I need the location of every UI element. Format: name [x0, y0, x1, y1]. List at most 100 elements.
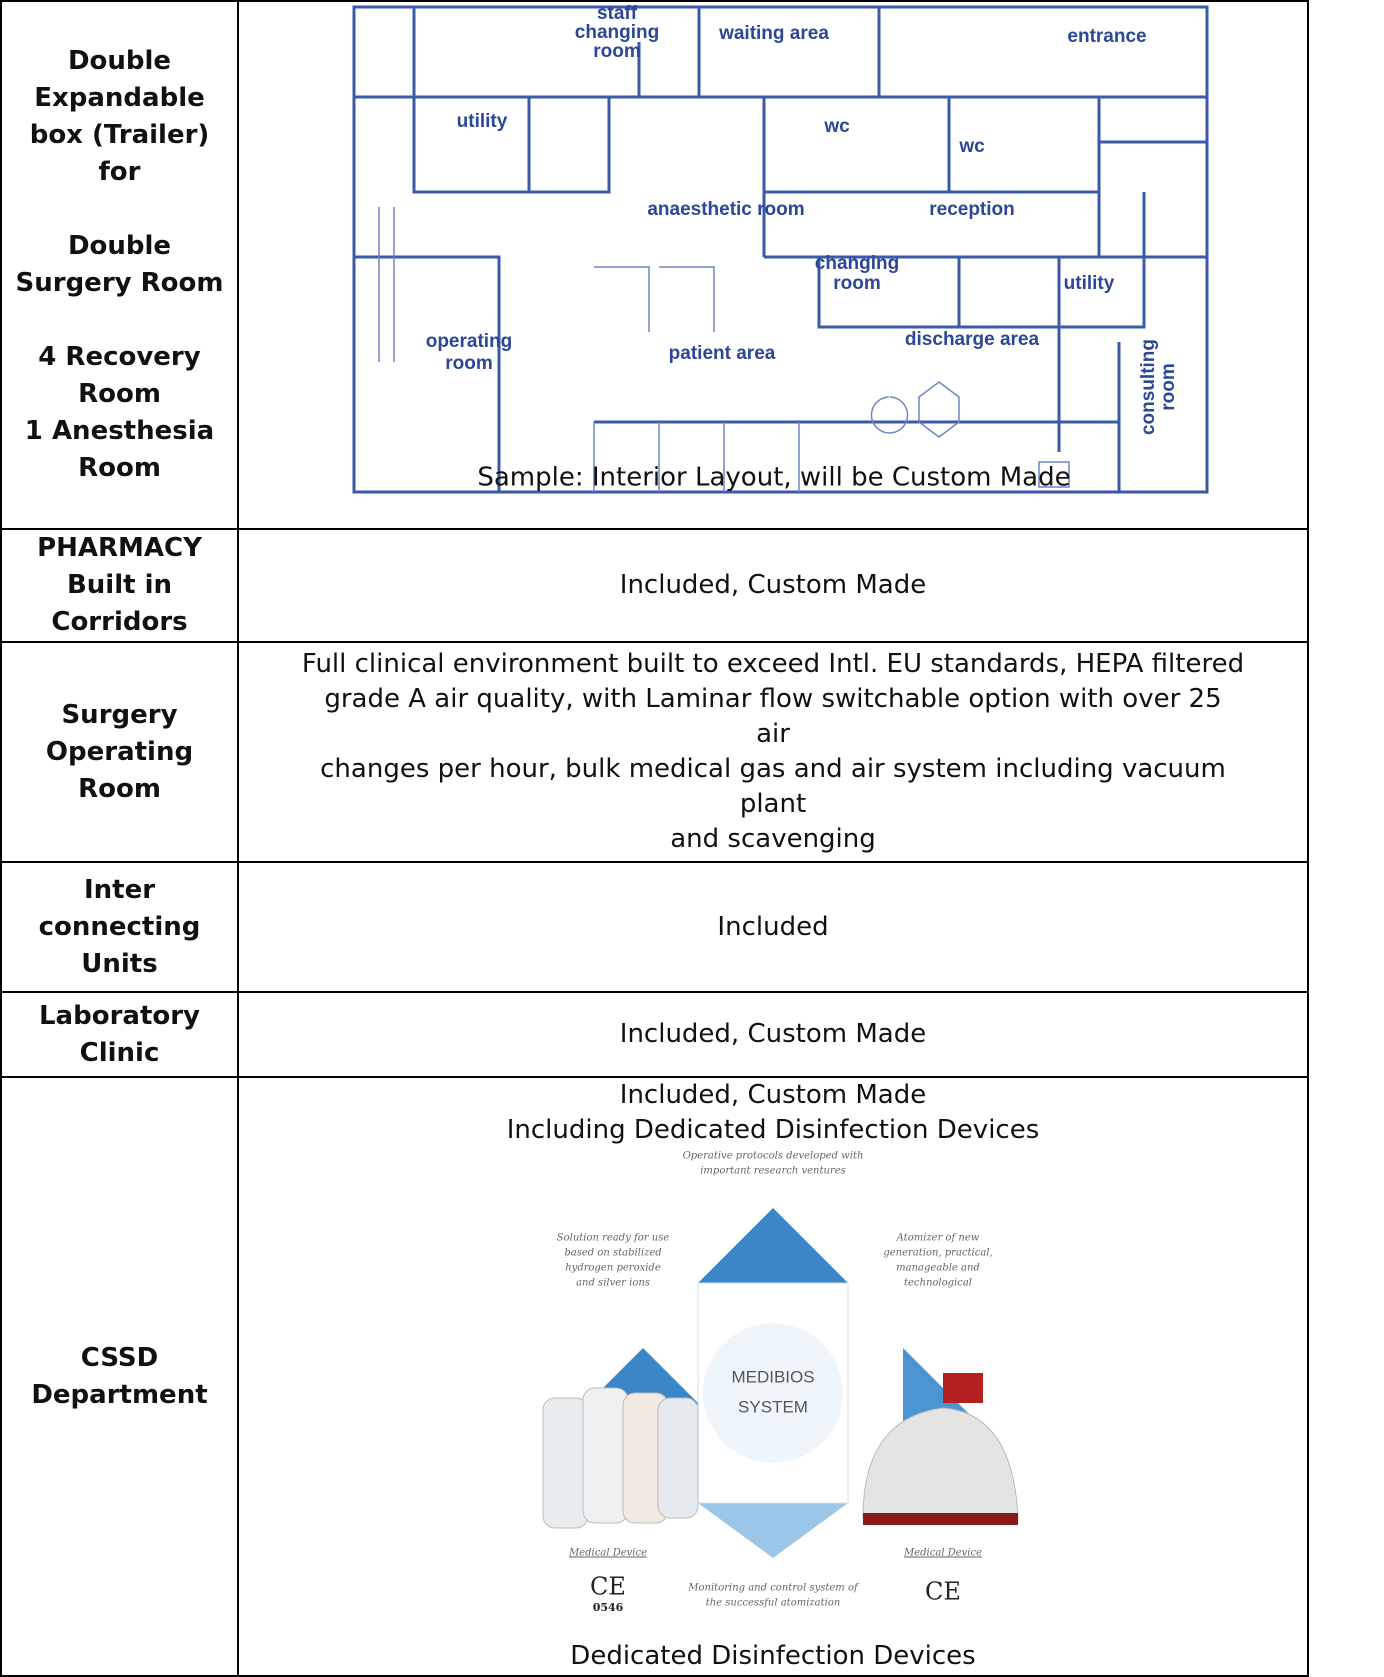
label-line: Double — [67, 231, 172, 261]
room-label: wc — [823, 116, 850, 137]
row-content: Included, Custom Made Including Dedicated… — [237, 1076, 1309, 1677]
diagram-text: technological — [904, 1278, 972, 1289]
room-label: reception — [929, 199, 1015, 220]
diagram-text: based on stabilized — [564, 1248, 661, 1259]
label-group: Surgery Operating Room — [2, 697, 237, 808]
label-group: Laboratory Clinic — [2, 998, 237, 1072]
content-line: plant — [739, 789, 807, 819]
fixtures — [378, 207, 1070, 492]
diagram-text: important research ventures — [700, 1166, 846, 1177]
row-label: Surgery Operating Room — [0, 641, 239, 863]
room-label: operating — [426, 331, 513, 352]
label-line: Built in — [66, 570, 173, 600]
diagram-text: Operative protocols developed with — [683, 1151, 864, 1162]
walls — [354, 7, 1207, 492]
label-group: 4 Recovery Room 1 Anesthesia Room — [2, 339, 237, 487]
room-label: staff — [597, 3, 638, 24]
diagram-text: MEDIBIOS — [731, 1367, 814, 1386]
content-line: and scavenging — [670, 824, 876, 854]
caption: Dedicated Disinfection Devices — [570, 1641, 976, 1671]
room-label: anaesthetic room — [647, 199, 804, 220]
label-line: Room — [78, 453, 161, 483]
label-group: CSSD Department — [2, 1340, 237, 1414]
content-line: Including Dedicated Disinfection Devices — [506, 1115, 1040, 1145]
content-line: air — [756, 719, 790, 749]
ce-number: 0546 — [593, 1601, 624, 1614]
diagram-text: Atomizer of new — [896, 1233, 980, 1244]
room-label: wc — [958, 136, 985, 157]
diagram-text: generation, practical, — [883, 1248, 992, 1259]
diagram-text: SYSTEM — [738, 1397, 808, 1416]
content-line: changes per hour, bulk medical gas and a… — [320, 754, 1226, 784]
room-label: room — [593, 41, 641, 62]
label-line: CSSD — [80, 1342, 159, 1373]
row-content: Included, Custom Made — [237, 528, 1309, 643]
diagram-text: Solution ready for use — [557, 1233, 670, 1244]
center-circle — [703, 1323, 843, 1463]
row-label: CSSD Department — [0, 1076, 239, 1677]
room-label: changing — [815, 253, 899, 274]
caption: Sample: Interior Layout, will be Custom … — [477, 463, 1070, 493]
label-line: Surgery — [61, 699, 178, 730]
triangle — [698, 1208, 848, 1283]
label-line: Expandable — [34, 83, 205, 113]
room-label: changing — [575, 22, 659, 43]
label-group: PHARMACY Built in Corridors — [2, 530, 237, 641]
room-label: utility — [1064, 273, 1115, 294]
label-line: Double — [67, 46, 172, 76]
spec-table: Double Expandable box (Trailer) for Double Su… — [0, 0, 1309, 1677]
room-label: utility — [457, 111, 508, 132]
table-row: Surgery Operating Room Full clinical enviro… — [0, 641, 1309, 863]
room-label: entrance — [1067, 26, 1146, 47]
content-line: Included — [717, 911, 829, 942]
label-line: Inter — [83, 874, 156, 905]
label-group: Inter connecting Units — [2, 872, 237, 983]
room-label: room — [833, 273, 881, 294]
content-line: Included, Custom Made — [619, 1019, 927, 1049]
label-line: Operating — [45, 736, 194, 767]
row-content: Included, Custom Made — [237, 991, 1309, 1078]
label-line: Surgery Room — [15, 268, 224, 298]
row-label: PHARMACY Built in Corridors — [0, 528, 239, 643]
room-label: room — [445, 353, 493, 374]
content-line: Full clinical environment built to excee… — [301, 649, 1245, 679]
room-label: room — [1158, 363, 1179, 411]
diagram-text: manageable and — [896, 1263, 980, 1274]
room-label: patient area — [669, 343, 776, 364]
table-row: Laboratory Clinic Included, Custom Made — [0, 991, 1309, 1078]
atomizer — [862, 1373, 1019, 1525]
label-line: Room — [78, 773, 161, 804]
row-label: Laboratory Clinic — [0, 991, 239, 1078]
content-line: Included, Custom Made — [619, 570, 927, 600]
device-label: Medical Device — [903, 1548, 982, 1559]
outer-wall — [352, 5, 1209, 494]
label-line: Units — [81, 948, 158, 979]
label-line: Clinic — [79, 1037, 160, 1068]
table-row: Double Expandable box (Trailer) for Double Su… — [0, 0, 1309, 530]
diagram-text: the successful atomization — [706, 1598, 841, 1609]
room-label: waiting area — [718, 23, 829, 44]
label-line: for — [98, 157, 141, 187]
ce-mark: CE — [925, 1578, 961, 1606]
diagram-text: Monitoring and control system of — [687, 1583, 860, 1594]
label-line: connecting — [38, 911, 201, 942]
bottles — [542, 1387, 699, 1529]
label-group: Double Expandable box (Trailer) for — [2, 43, 237, 191]
label-line: 4 Recovery — [38, 342, 201, 372]
table-row: Inter connecting Units Included — [0, 861, 1309, 993]
label-line: Corridors — [51, 607, 188, 637]
row-content: staff changing room waiting area entrance uti… — [237, 0, 1309, 530]
row-label: Double Expandable box (Trailer) for Double Su… — [0, 0, 239, 530]
row-content: Included — [237, 861, 1309, 993]
table-row: PHARMACY Built in Corridors Included, Custo… — [0, 528, 1309, 643]
label-group: Double Surgery Room — [2, 228, 237, 302]
room-label: consulting — [1138, 339, 1159, 435]
diagram-text: hydrogen peroxide — [565, 1263, 661, 1274]
label-line: Laboratory — [38, 1000, 200, 1031]
content-line: Included, Custom Made — [619, 1080, 927, 1110]
label-line: Department — [31, 1379, 208, 1410]
label-line: 1 Anesthesia — [24, 416, 215, 446]
row-label: Inter connecting Units — [0, 861, 239, 993]
